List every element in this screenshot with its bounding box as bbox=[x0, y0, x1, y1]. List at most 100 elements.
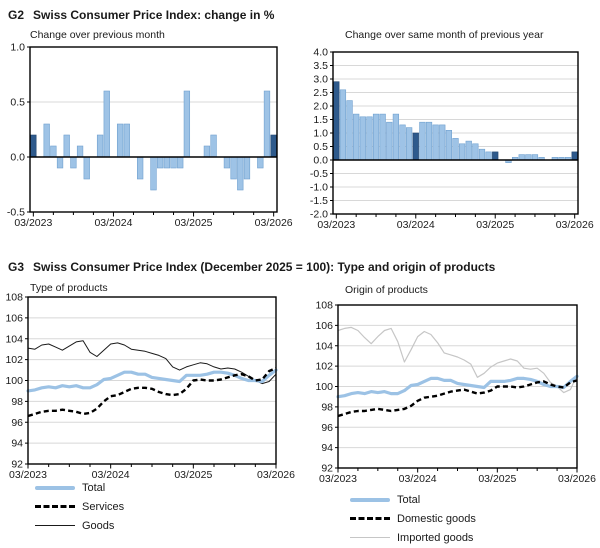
bar bbox=[96, 134, 104, 158]
y-tick-label: 4.0 bbox=[313, 47, 328, 59]
x-tick-label: 03/2023 bbox=[14, 217, 52, 229]
bar bbox=[103, 90, 110, 158]
y-tick-label: 2.0 bbox=[313, 101, 328, 113]
legend-label: Services bbox=[82, 500, 125, 513]
y-tick-label: 100 bbox=[315, 381, 333, 393]
y-tick-label: 96 bbox=[11, 417, 23, 429]
bar bbox=[270, 134, 277, 158]
bar bbox=[419, 121, 426, 161]
g2-month-on-month-bar-chart: 1.0 0.5 0.0 -0.503/2023 03/2024 03/2025 03/202… bbox=[7, 42, 293, 230]
y-tick-label: 0.5 bbox=[10, 97, 25, 109]
bar bbox=[203, 145, 211, 158]
y-tick-label: 102 bbox=[5, 354, 23, 366]
bar bbox=[237, 156, 244, 191]
x-tick-label: 03/2025 bbox=[175, 217, 213, 229]
legend-label: Total bbox=[397, 493, 421, 506]
bar bbox=[472, 143, 479, 161]
y-tick-label: 94 bbox=[11, 438, 23, 450]
bar bbox=[379, 113, 386, 161]
bar bbox=[432, 124, 439, 161]
legend-item: Total bbox=[35, 481, 124, 494]
bar bbox=[353, 113, 360, 161]
bar bbox=[333, 81, 340, 161]
y-tick-label: -1.0 bbox=[310, 182, 328, 194]
x-tick-label: 03/2026 bbox=[558, 473, 596, 485]
legend-line-sample bbox=[35, 525, 75, 526]
g2-year-on-year-bar-chart: 4.03.5 3.02.5 2.01.5 1.00.5 0.0-0.5 -1.0-1.5 -… bbox=[310, 47, 594, 232]
y-tick-label: 98 bbox=[321, 401, 333, 413]
bar bbox=[50, 145, 57, 158]
y-tick-label: 2.5 bbox=[313, 87, 328, 99]
g2-section-title: G2 Swiss Consumer Price Index: change in … bbox=[8, 8, 274, 22]
y-tick-label: 94 bbox=[321, 442, 333, 454]
legend-line-sample bbox=[350, 517, 390, 520]
bar bbox=[459, 143, 466, 161]
y-tick-label: -2.0 bbox=[310, 209, 328, 221]
g2-left-chart-subtitle: Change over previous month bbox=[30, 29, 165, 41]
bar bbox=[485, 151, 492, 161]
bar bbox=[163, 156, 170, 169]
bar bbox=[177, 156, 184, 169]
bar bbox=[525, 154, 532, 161]
bar bbox=[425, 121, 433, 161]
bar bbox=[257, 156, 264, 169]
legend-item: Domestic goods bbox=[350, 512, 476, 525]
series-line bbox=[27, 340, 277, 385]
bar bbox=[223, 156, 231, 169]
bar bbox=[531, 154, 539, 161]
g3-section-id: G3 bbox=[8, 260, 25, 274]
bar bbox=[372, 113, 380, 161]
bar bbox=[30, 134, 37, 158]
y-tick-label: -1.5 bbox=[310, 195, 328, 207]
legend-item: Services bbox=[35, 500, 124, 513]
g2-section-id: G2 bbox=[8, 8, 25, 22]
x-tick-label: 03/2025 bbox=[476, 219, 514, 231]
x-tick-label: 03/2023 bbox=[317, 219, 355, 231]
bar bbox=[412, 132, 419, 161]
y-tick-label: -0.5 bbox=[310, 168, 328, 180]
g3-origin-legend: Total Domestic goods Imported goods bbox=[350, 493, 476, 544]
series-line bbox=[337, 379, 578, 418]
y-tick-label: 102 bbox=[315, 361, 333, 373]
bar bbox=[76, 145, 84, 158]
g2-section-title-text: Swiss Consumer Price Index: change in % bbox=[33, 8, 275, 22]
y-tick-label: 106 bbox=[5, 312, 23, 324]
bar bbox=[392, 113, 400, 161]
bar bbox=[210, 134, 217, 158]
legend-label: Goods bbox=[82, 519, 115, 532]
y-tick-label: 0.5 bbox=[313, 141, 328, 153]
bar bbox=[386, 121, 393, 161]
g2-right-chart-subtitle: Change over same month of previous year bbox=[345, 29, 544, 41]
bar bbox=[123, 123, 130, 158]
bar bbox=[243, 156, 251, 180]
bar bbox=[339, 89, 347, 161]
bar bbox=[170, 156, 177, 169]
x-tick-label: 03/2025 bbox=[478, 473, 516, 485]
x-tick-label: 03/2026 bbox=[257, 469, 295, 481]
y-tick-label: 3.5 bbox=[313, 60, 328, 72]
legend-line-sample bbox=[35, 505, 75, 508]
bar bbox=[157, 156, 164, 169]
y-tick-label: 1.0 bbox=[10, 42, 25, 54]
y-tick-label: 96 bbox=[321, 422, 333, 434]
bar bbox=[346, 100, 353, 161]
x-tick-label: 03/2024 bbox=[94, 217, 132, 229]
x-tick-label: 03/2025 bbox=[174, 469, 212, 481]
bar bbox=[150, 156, 157, 191]
legend-item: Imported goods bbox=[350, 531, 476, 544]
bar bbox=[116, 123, 124, 158]
y-tick-label: 106 bbox=[315, 320, 333, 332]
bar bbox=[230, 156, 237, 180]
bar bbox=[465, 140, 472, 161]
x-tick-label: 03/2024 bbox=[92, 469, 130, 481]
legend-item: Goods bbox=[35, 519, 124, 532]
x-tick-label: 03/2026 bbox=[255, 217, 293, 229]
y-tick-label: 0.0 bbox=[313, 155, 328, 167]
y-tick-label: 98 bbox=[11, 396, 23, 408]
legend-label: Total bbox=[82, 481, 106, 494]
bar bbox=[366, 116, 373, 161]
bar bbox=[83, 156, 90, 180]
y-tick-label: 1.5 bbox=[313, 114, 328, 126]
